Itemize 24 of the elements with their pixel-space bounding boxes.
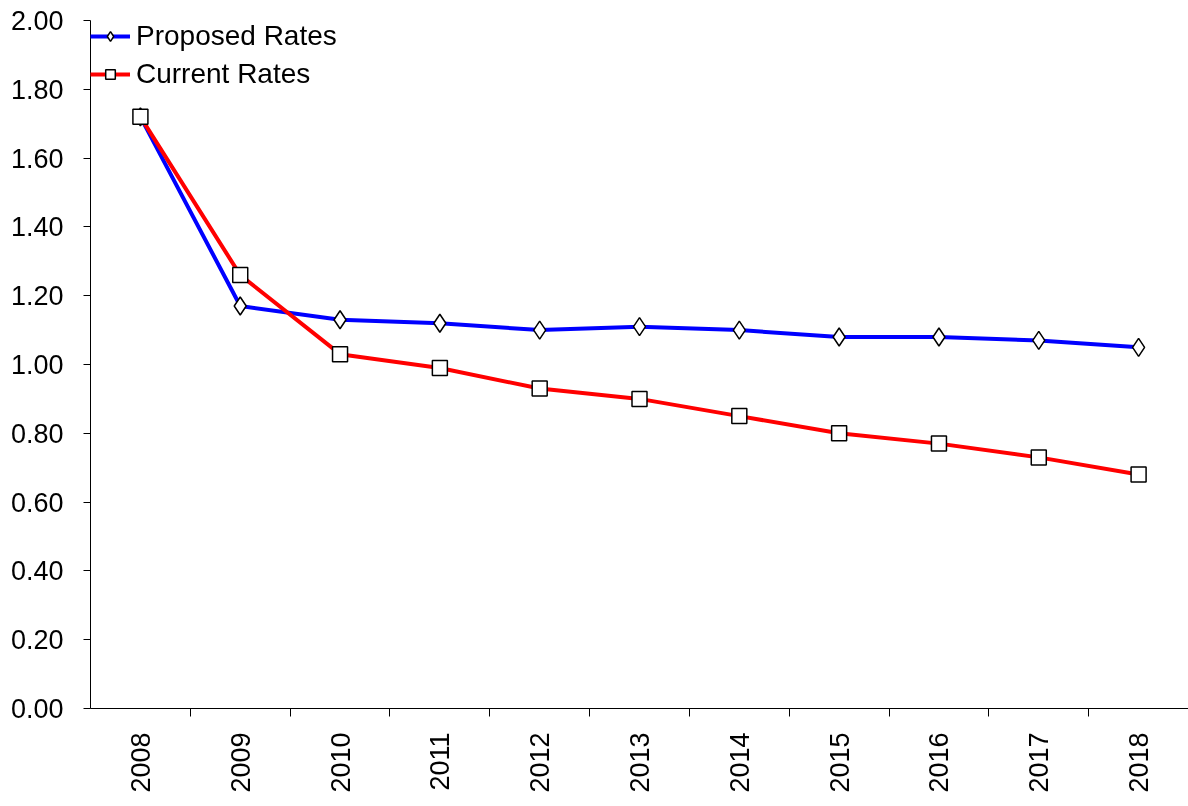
y-tick-label: 1.20 xyxy=(10,281,64,312)
y-tick-label: 0.20 xyxy=(10,625,64,656)
legend-label: Current Rates xyxy=(136,58,311,90)
x-tick-label: 2010 xyxy=(325,732,356,793)
x-tick-label: 2015 xyxy=(824,732,855,793)
y-tick-label: 1.00 xyxy=(10,350,64,380)
x-tick-label: 2017 xyxy=(1024,732,1055,793)
y-tick-label: 0.80 xyxy=(10,418,64,449)
x-tick-label: 2014 xyxy=(724,732,755,793)
x-tick-label: 2018 xyxy=(1124,732,1155,793)
x-tick-label: 2012 xyxy=(525,732,556,793)
y-tick-label: 1.60 xyxy=(10,143,64,174)
x-tick-label: 2011 xyxy=(425,732,456,791)
y-tick-label: 1.80 xyxy=(10,74,64,105)
x-tick-label: 2008 xyxy=(125,732,156,793)
y-tick-label: 0.60 xyxy=(10,487,64,518)
y-tick-label: 1.40 xyxy=(10,212,64,243)
x-tick-label: 2013 xyxy=(625,732,655,793)
legend-label: Proposed Rates xyxy=(136,20,337,52)
y-tick-label: 0.00 xyxy=(10,694,64,724)
x-tick-label: 2016 xyxy=(924,732,955,793)
y-tick-label: 2.00 xyxy=(10,6,64,36)
x-tick-label: 2009 xyxy=(225,732,256,793)
y-tick-label: 0.40 xyxy=(10,556,64,587)
